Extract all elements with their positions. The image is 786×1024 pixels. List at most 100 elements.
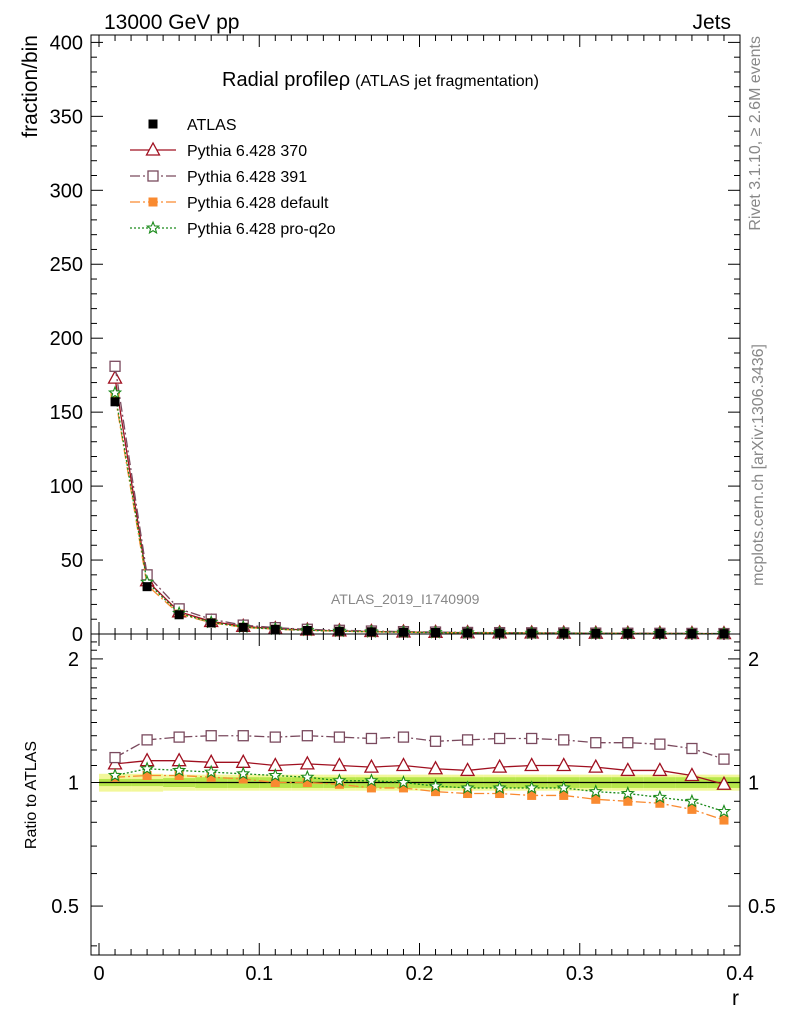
ratio-series-p370-point: [299, 755, 315, 770]
main-series-p391-point: [109, 360, 121, 372]
x-axis-label: r: [732, 987, 739, 1010]
ratio-series-p391-point: [205, 730, 217, 742]
ratio-series-pq2o-point: [364, 773, 379, 787]
legend: ATLAS Pythia 6.428 370 Pythia 6.428 391 Pyt…: [130, 117, 336, 238]
ratio-series-p391-point: [237, 730, 249, 742]
main-y-tick-label: 250: [50, 254, 83, 276]
ratio-series-p370-point: [684, 767, 700, 782]
legend-label-atlas: ATLAS: [187, 117, 237, 134]
ratio-series-p370-point: [395, 757, 412, 772]
ratio-series-pq2o-point: [460, 780, 475, 794]
main-y-tick-label: 50: [61, 550, 83, 572]
ratio-series-p391-point: [301, 730, 313, 742]
x-tick-label: 0.3: [566, 963, 594, 985]
header-right-label: Jets: [692, 11, 731, 34]
ratio-series-p391-point: [461, 734, 474, 746]
ratio-series-p370-point: [331, 757, 347, 772]
ratio-y-tick-label-right: 2: [748, 649, 759, 671]
ratio-series-p391-point: [109, 751, 121, 764]
ratio-series-pq2o-point: [107, 767, 123, 782]
ratio-series-p391-point: [558, 734, 570, 746]
main-y-tick-label: 150: [50, 402, 83, 424]
main-y-tick-label: 300: [50, 180, 83, 202]
ratio-series-p391-point: [526, 732, 538, 745]
ratio-series-pq2o-point: [204, 764, 219, 779]
main-title: Radial profileρ (ATLAS jet fragmentation): [222, 69, 539, 91]
legend-label-pdefault: Pythia 6.428 default: [187, 195, 329, 212]
rivet-version-label: Rivet 3.1.10, ≥ 2.6M events: [747, 36, 764, 231]
ratio-series-pdefault-point: [591, 794, 601, 804]
ratio-series-pq2o-point: [428, 778, 443, 793]
ratio-series-pdefault-line: [115, 774, 725, 821]
ratio-series-pq2o-point: [556, 780, 571, 794]
analysis-watermark: ATLAS_2019_I1740909: [331, 591, 480, 607]
ratio-series-pq2o-point: [684, 793, 700, 808]
main-y-tick-label: 100: [50, 476, 83, 498]
header-left-label: 13000 GeV pp: [104, 11, 239, 34]
x-tick-label: 0.1: [245, 963, 273, 985]
ratio-series-p370-point: [363, 758, 380, 773]
ratio-series-p391-point: [333, 731, 346, 743]
legend-marker-p391: [147, 170, 159, 182]
ratio-series-p391-point: [622, 737, 634, 749]
main-series-atlas-point: [206, 618, 216, 628]
main-series-atlas-point: [302, 625, 312, 635]
mcplots-credit-label: mcplots.cern.ch [arXiv:1306.3436]: [750, 344, 767, 586]
ratio-series-pq2o-point: [716, 803, 732, 818]
legend-marker-pq2o: [145, 220, 161, 235]
ratio-series-p391-point: [397, 731, 410, 743]
ratio-y-tick-label-right: 1: [748, 772, 759, 794]
ratio-series-p370-point: [620, 762, 636, 777]
main-series-p370-point: [107, 369, 123, 384]
legend-marker-pdefault: [148, 197, 158, 207]
main-y-tick-label: 0: [72, 624, 83, 646]
main-y-tick-label: 200: [50, 328, 83, 350]
ratio-series-pq2o-point: [620, 786, 635, 800]
main-series-atlas-point: [270, 624, 280, 634]
ratio-series-group: [107, 730, 732, 825]
ratio-series-pq2o-point: [652, 789, 668, 804]
legend-label-p391: Pythia 6.428 391: [187, 169, 307, 186]
ratio-series-p370-point: [588, 758, 604, 773]
ratio-series-p370-point: [652, 762, 668, 777]
ratio-series-p391-point: [686, 742, 698, 755]
ratio-series-p391-point: [141, 734, 153, 746]
legend-marker-atlas: [148, 119, 158, 129]
x-tick-label: 0.4: [726, 963, 754, 985]
ratio-series-p370-point: [459, 762, 476, 777]
ratio-series-pq2o-point: [492, 780, 507, 794]
ratio-series-pq2o-point: [268, 767, 283, 782]
main-y-axis-label: fraction/bin: [19, 35, 42, 138]
ratio-x-ticks: 0 0.1 0.2 0.3 0.4: [93, 634, 754, 985]
ratio-series-p391-point: [429, 735, 442, 747]
ratio-series-pq2o: [107, 761, 732, 818]
ratio-panel: 0.5 0.51 12 2 0 0.1 0.2 0.3 0.4 Ratio to ATLAS …: [23, 633, 776, 1010]
ratio-series-p370-point: [524, 757, 540, 772]
legend-label-pq2o: Pythia 6.428 pro-q2o: [187, 221, 336, 238]
ratio-plot-frame: [90, 633, 741, 956]
ratio-series-pq2o-point: [171, 762, 187, 777]
x-tick-label: 0: [93, 963, 104, 985]
main-series-atlas-point: [110, 397, 120, 407]
ratio-series-pq2o-point: [236, 766, 251, 780]
ratio-series-p391-point: [718, 753, 730, 765]
main-y-ticks: 0 50 100 150 200 250 300 350 400: [50, 32, 740, 646]
main-y-tick-label: 400: [50, 32, 83, 54]
ratio-series-p370-line: [114, 760, 725, 785]
ratio-series-p370-point: [716, 775, 732, 790]
ratio-series-p391-point: [654, 738, 666, 750]
ratio-y-tick-label-right: 0.5: [748, 896, 776, 918]
ratio-y-axis-label: Ratio to ATLAS: [23, 741, 40, 849]
ratio-y-tick-label: 1: [68, 772, 79, 794]
ratio-series-pdefault-point: [687, 804, 697, 814]
ratio-series-pq2o-point: [300, 769, 315, 784]
legend-label-p370: Pythia 6.428 370: [187, 143, 307, 160]
ratio-series-pq2o-line: [114, 768, 725, 813]
ratio-series-pq2o-point: [524, 780, 539, 794]
ratio-series-p391-point: [365, 732, 378, 745]
ratio-y-tick-label: 2: [68, 649, 79, 671]
ratio-series-p370: [107, 752, 732, 790]
ratio-series-p391-point: [590, 737, 602, 749]
ratio-series-p370-point: [492, 758, 508, 773]
